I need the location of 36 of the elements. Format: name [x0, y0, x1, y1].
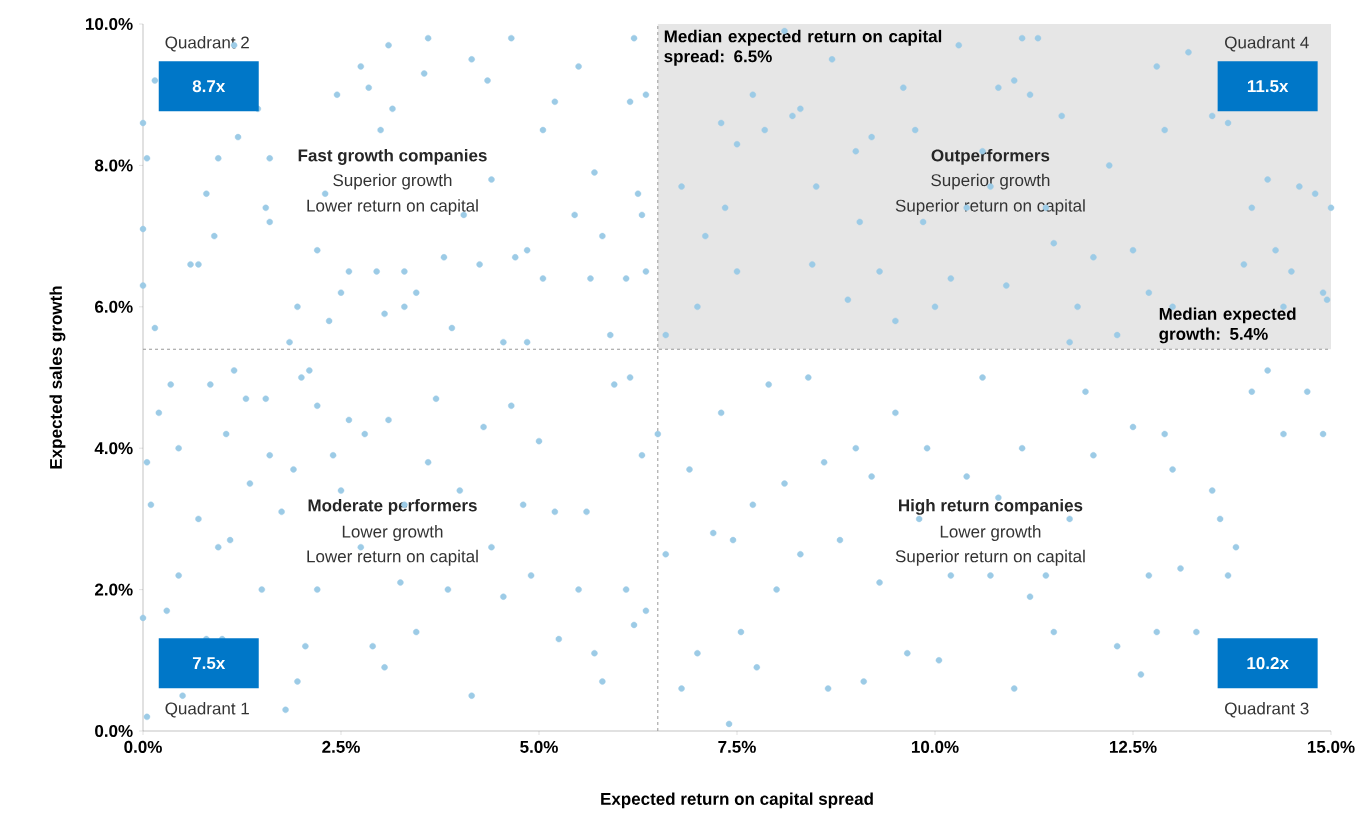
x-tick-label: 12.5% [1109, 740, 1157, 753]
annotation: Moderate performers [308, 498, 477, 515]
annotation: Quadrant 2 [165, 36, 249, 52]
y-axis-title: Expected sales growth [49, 286, 66, 469]
annotation: Fast growth companies [298, 148, 487, 165]
annotation: High return companies [899, 498, 1083, 515]
annotation: Superior growth [333, 173, 452, 190]
annotation: Quadrant 3 [1225, 702, 1309, 718]
annotation: Quadrant 4 [1225, 36, 1309, 52]
y-tick-label: 8.0% [94, 159, 133, 172]
x-tick-label: 7.5% [718, 740, 756, 753]
x-axis-title: Expected return on capital spread [601, 792, 873, 809]
x-tick-label: 15.0% [1307, 740, 1355, 753]
annotation: Lower return on capital [307, 549, 478, 566]
annotation: 7.5x [192, 657, 226, 670]
x-tick-label: 2.5% [322, 740, 360, 753]
annotation: 11.5x [1247, 80, 1289, 93]
x-tick-label: 5.0% [520, 740, 558, 753]
y-tick-label: 10.0% [86, 17, 133, 31]
ref-line-label: Median expected return on capital spread: 6.5% [664, 29, 942, 66]
ref-line-label: Median expected growth: 5.4% [1159, 307, 1296, 344]
x-tick-label: 10.0% [911, 740, 959, 753]
y-tick-label: 2.0% [94, 583, 133, 596]
annotation: Lower growth [342, 525, 443, 541]
annotation: Lower growth [940, 525, 1041, 541]
annotation: Lower return on capital [307, 199, 478, 216]
annotation: Superior return on capital [895, 549, 1085, 566]
annotation: Superior growth [931, 173, 1050, 190]
annotation: Quadrant 1 [165, 702, 249, 718]
y-tick-label: 4.0% [94, 442, 133, 455]
annotation: Outperformers [931, 149, 1050, 165]
annotation: 10.2x [1247, 657, 1289, 670]
annotation: 8.7x [192, 80, 226, 93]
y-tick-label: 6.0% [95, 300, 133, 313]
x-tick-label: 0.0% [124, 740, 162, 753]
y-tick-label: 0.0% [95, 724, 133, 738]
